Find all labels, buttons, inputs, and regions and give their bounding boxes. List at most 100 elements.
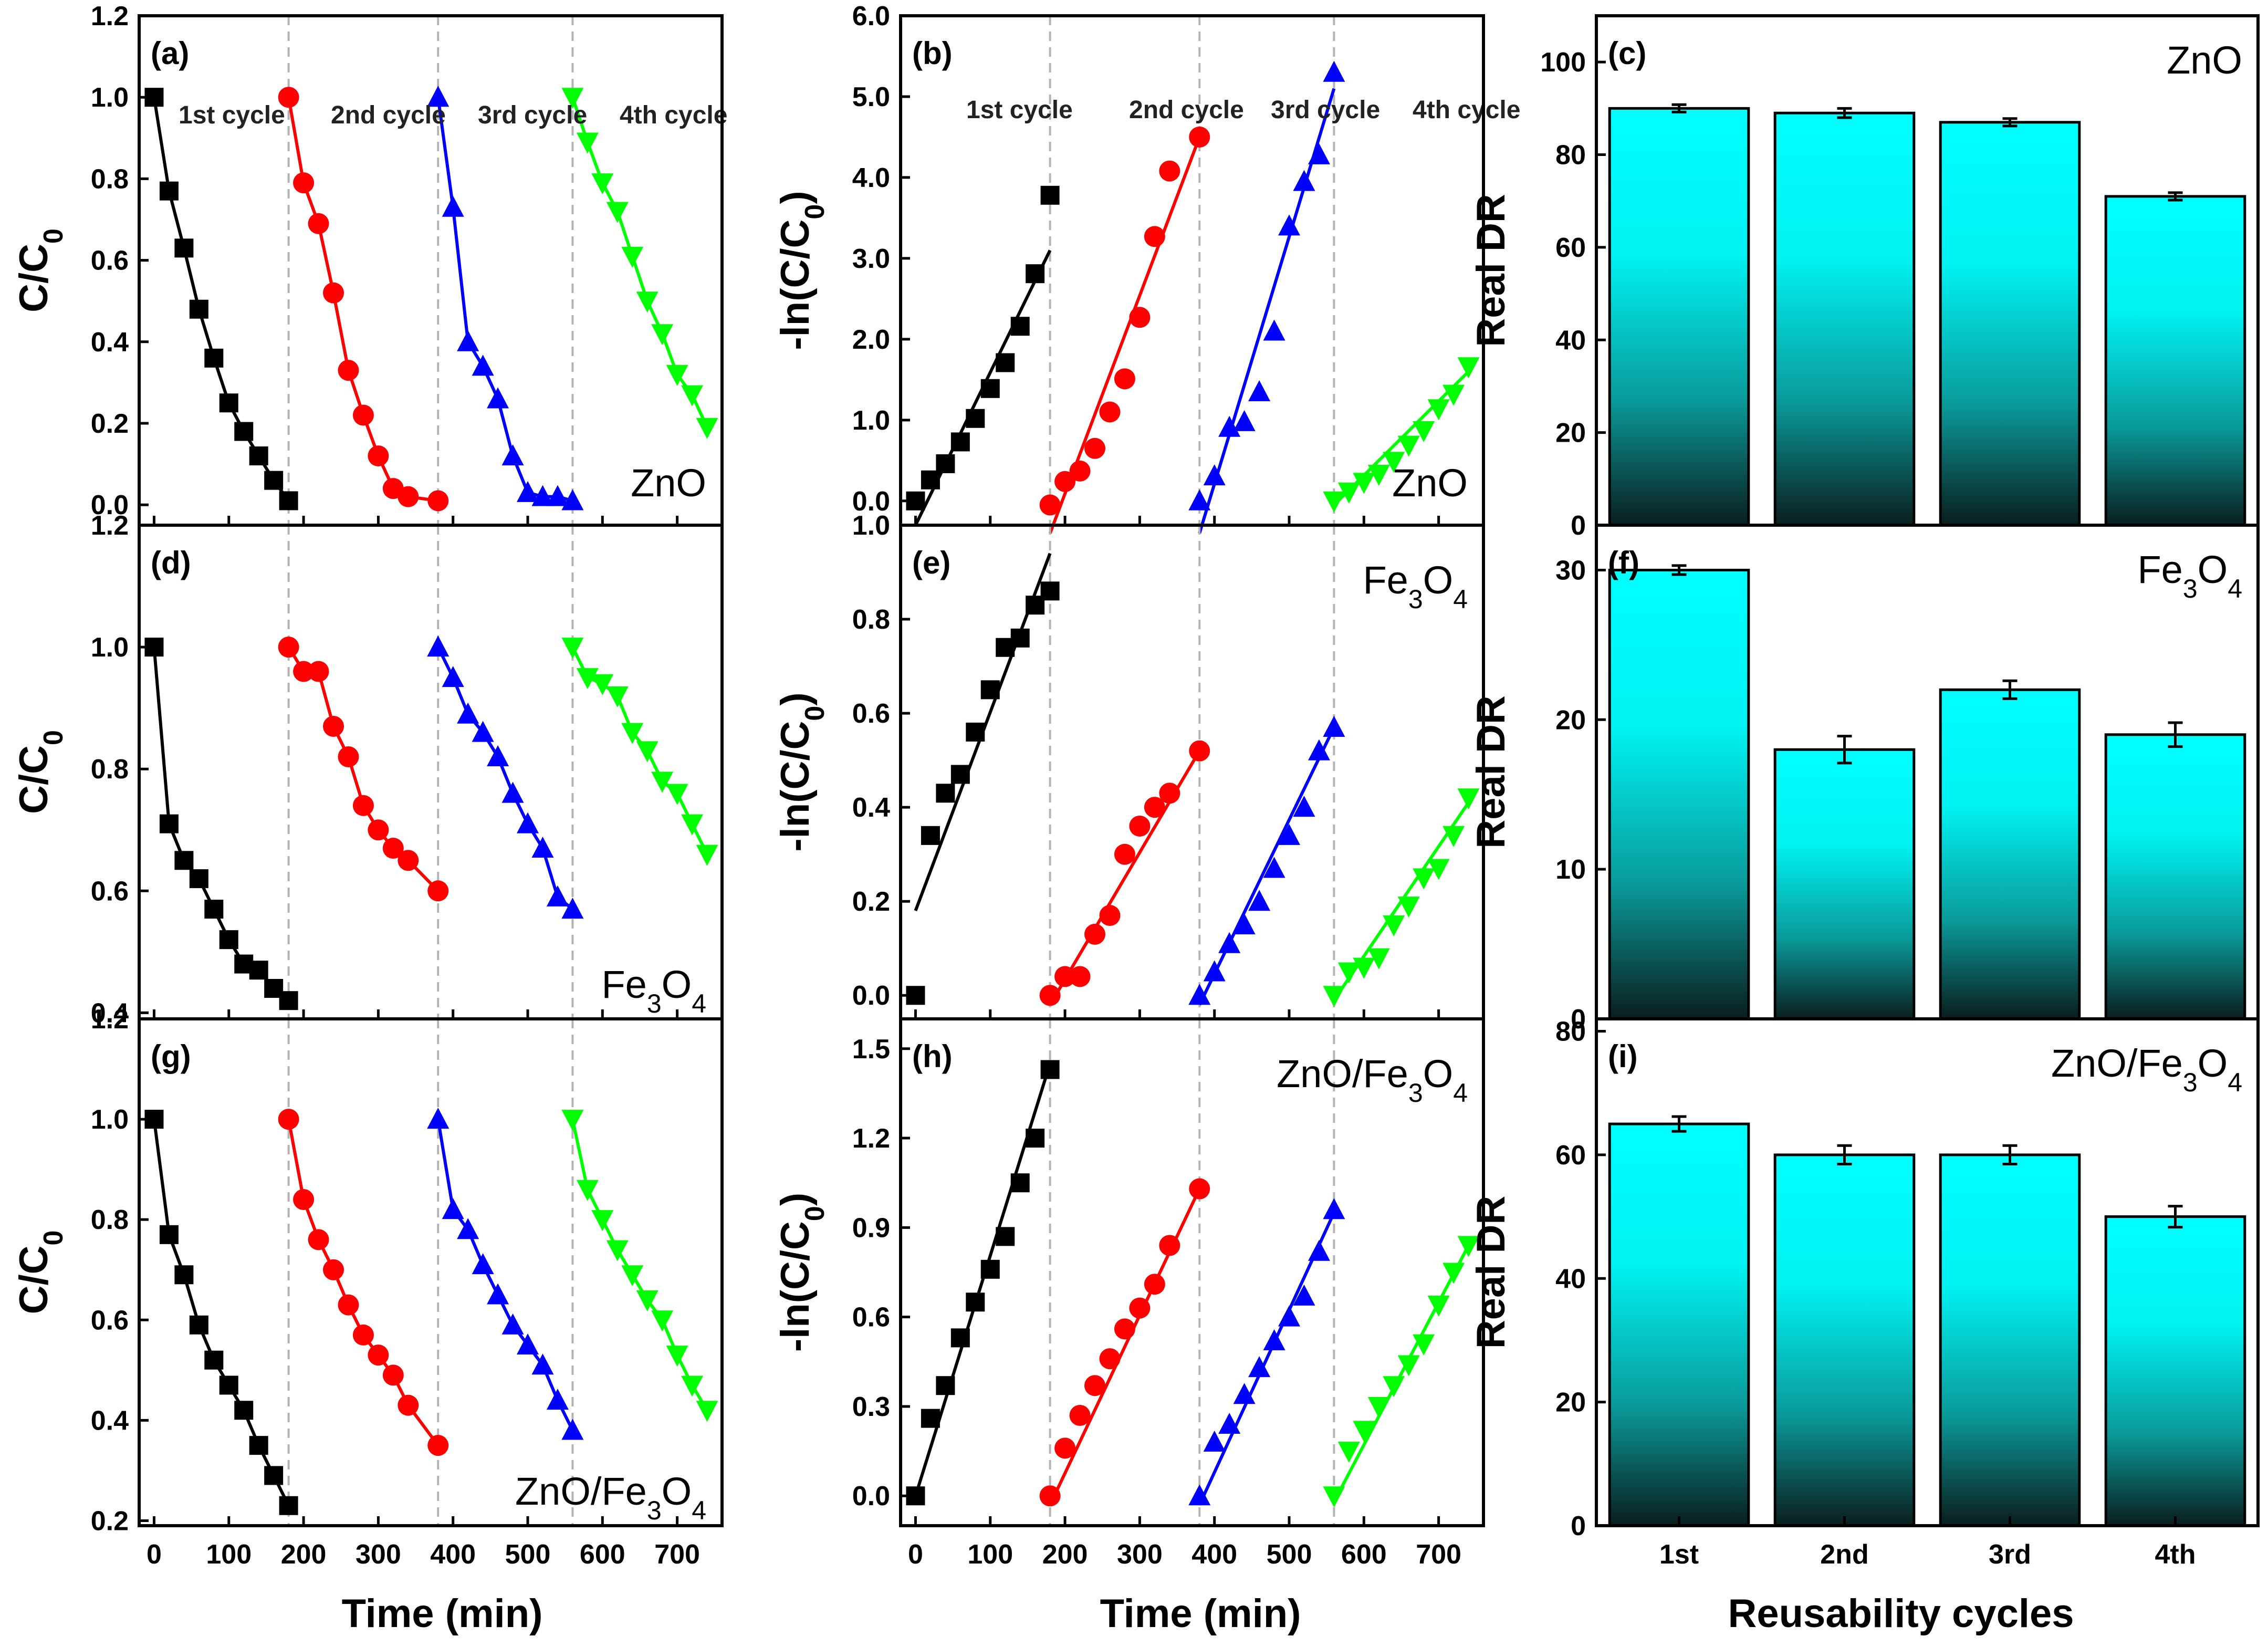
bar-f-2nd bbox=[1773, 748, 1916, 1020]
y-tick-label: 4.0 bbox=[852, 163, 890, 193]
data-point bbox=[1039, 1485, 1061, 1507]
y-tick-label: 80 bbox=[1555, 1017, 1586, 1047]
data-point bbox=[1367, 465, 1390, 486]
data-point bbox=[1144, 226, 1165, 247]
bar-i-3rd bbox=[1939, 1153, 2081, 1527]
data-point bbox=[531, 837, 554, 858]
y-axis-label-e: -ln(C/C0) bbox=[773, 692, 830, 851]
data-point bbox=[1457, 788, 1480, 810]
data-point bbox=[1443, 826, 1465, 847]
data-point bbox=[1040, 185, 1060, 205]
data-point bbox=[606, 202, 629, 223]
data-point bbox=[1159, 783, 1180, 804]
data-point bbox=[1413, 868, 1435, 890]
data-point bbox=[368, 819, 389, 841]
data-point bbox=[561, 489, 584, 510]
data-point bbox=[382, 1364, 404, 1386]
series-b-2 bbox=[1039, 126, 1210, 534]
data-point bbox=[1114, 368, 1135, 390]
data-point bbox=[204, 1350, 224, 1370]
data-point bbox=[936, 784, 955, 803]
x-tick-label: 100 bbox=[967, 1539, 1013, 1570]
data-point bbox=[323, 1259, 344, 1280]
y-tick-label: 0.0 bbox=[852, 1481, 890, 1512]
data-point bbox=[1383, 915, 1405, 936]
x-tick-label-4th: 4th bbox=[2155, 1539, 2196, 1570]
data-point bbox=[189, 299, 208, 319]
y-tick-label: 1.2 bbox=[91, 1004, 129, 1035]
data-point bbox=[1337, 1442, 1360, 1463]
data-point bbox=[398, 850, 419, 871]
data-point bbox=[636, 291, 659, 313]
data-point bbox=[457, 1218, 479, 1239]
data-point bbox=[1323, 491, 1345, 513]
data-point bbox=[921, 470, 940, 489]
data-point bbox=[1203, 1431, 1226, 1452]
data-point bbox=[352, 404, 374, 426]
data-point bbox=[1233, 913, 1256, 934]
bar-f-1st bbox=[1608, 568, 1750, 1020]
plot-frame-a bbox=[138, 14, 724, 527]
data-point bbox=[651, 1310, 674, 1332]
data-point bbox=[921, 1409, 940, 1428]
y-tick-label: 6.0 bbox=[852, 1, 890, 32]
material-label-f: Fe3O4 bbox=[2137, 548, 2242, 603]
y-tick-label: 40 bbox=[1555, 1264, 1586, 1294]
data-point bbox=[980, 379, 1000, 398]
y-tick-label: 0.3 bbox=[852, 1392, 890, 1422]
data-point bbox=[591, 674, 614, 695]
data-point bbox=[1323, 715, 1345, 737]
data-point bbox=[174, 851, 194, 870]
data-point bbox=[1278, 824, 1300, 845]
series-line bbox=[287, 1119, 440, 1446]
data-point bbox=[382, 838, 404, 859]
x-tick-label: 100 bbox=[206, 1539, 252, 1570]
data-point bbox=[159, 1225, 179, 1244]
y-axis-label-i: Real DR bbox=[1469, 1196, 1513, 1349]
panel-label-i: (i) bbox=[1608, 1039, 1638, 1074]
series-a-1 bbox=[144, 88, 298, 510]
cycle-label-1: 1st cycle bbox=[966, 96, 1073, 124]
data-point bbox=[950, 432, 970, 452]
data-point bbox=[219, 393, 238, 413]
data-point bbox=[1293, 170, 1315, 191]
data-point bbox=[1188, 1484, 1211, 1506]
y-tick-label: 0.8 bbox=[91, 164, 129, 194]
data-point bbox=[501, 1313, 524, 1335]
data-point bbox=[1039, 494, 1061, 516]
data-point bbox=[398, 486, 419, 507]
data-point bbox=[427, 86, 450, 107]
data-point bbox=[293, 172, 315, 194]
x-tick-label: 700 bbox=[654, 1539, 700, 1570]
data-point bbox=[472, 355, 494, 376]
data-point bbox=[1457, 357, 1480, 379]
y-tick-label: 20 bbox=[1555, 705, 1586, 735]
fit-line bbox=[1048, 1188, 1201, 1506]
material-label-i: ZnO/Fe3O4 bbox=[2051, 1041, 2242, 1097]
x-axis-label-time-left: Time (min) bbox=[342, 1591, 543, 1636]
y-tick-label: 0.6 bbox=[91, 1305, 129, 1336]
bar-f-3rd bbox=[1939, 688, 2081, 1020]
cycle-label-2: 2nd cycle bbox=[331, 101, 446, 129]
data-point bbox=[278, 637, 299, 658]
material-label-g: ZnO/Fe3O4 bbox=[515, 1469, 706, 1525]
y-tick-label: 0.2 bbox=[852, 887, 890, 917]
data-point bbox=[1443, 384, 1465, 406]
panel-d: C/C0 0.4 0.6 0.8 1.0 1.2 (d) Fe3O4 bbox=[12, 510, 724, 1028]
data-point bbox=[666, 1346, 688, 1367]
cycle-label-1: 1st cycle bbox=[179, 101, 285, 129]
data-point bbox=[696, 1401, 718, 1422]
data-point bbox=[442, 195, 464, 217]
data-point bbox=[1069, 460, 1091, 482]
data-point bbox=[936, 1376, 955, 1395]
data-point bbox=[681, 814, 704, 836]
data-point bbox=[1159, 160, 1180, 182]
x-tick-label: 200 bbox=[281, 1539, 327, 1570]
y-tick-label: 0 bbox=[1571, 1511, 1586, 1541]
y-tick-label: 1.0 bbox=[91, 82, 129, 113]
data-point bbox=[1040, 1060, 1060, 1079]
data-point bbox=[576, 132, 599, 154]
data-point bbox=[936, 454, 955, 473]
y-tick-label: 1.0 bbox=[91, 1104, 129, 1135]
data-point bbox=[1203, 960, 1226, 982]
